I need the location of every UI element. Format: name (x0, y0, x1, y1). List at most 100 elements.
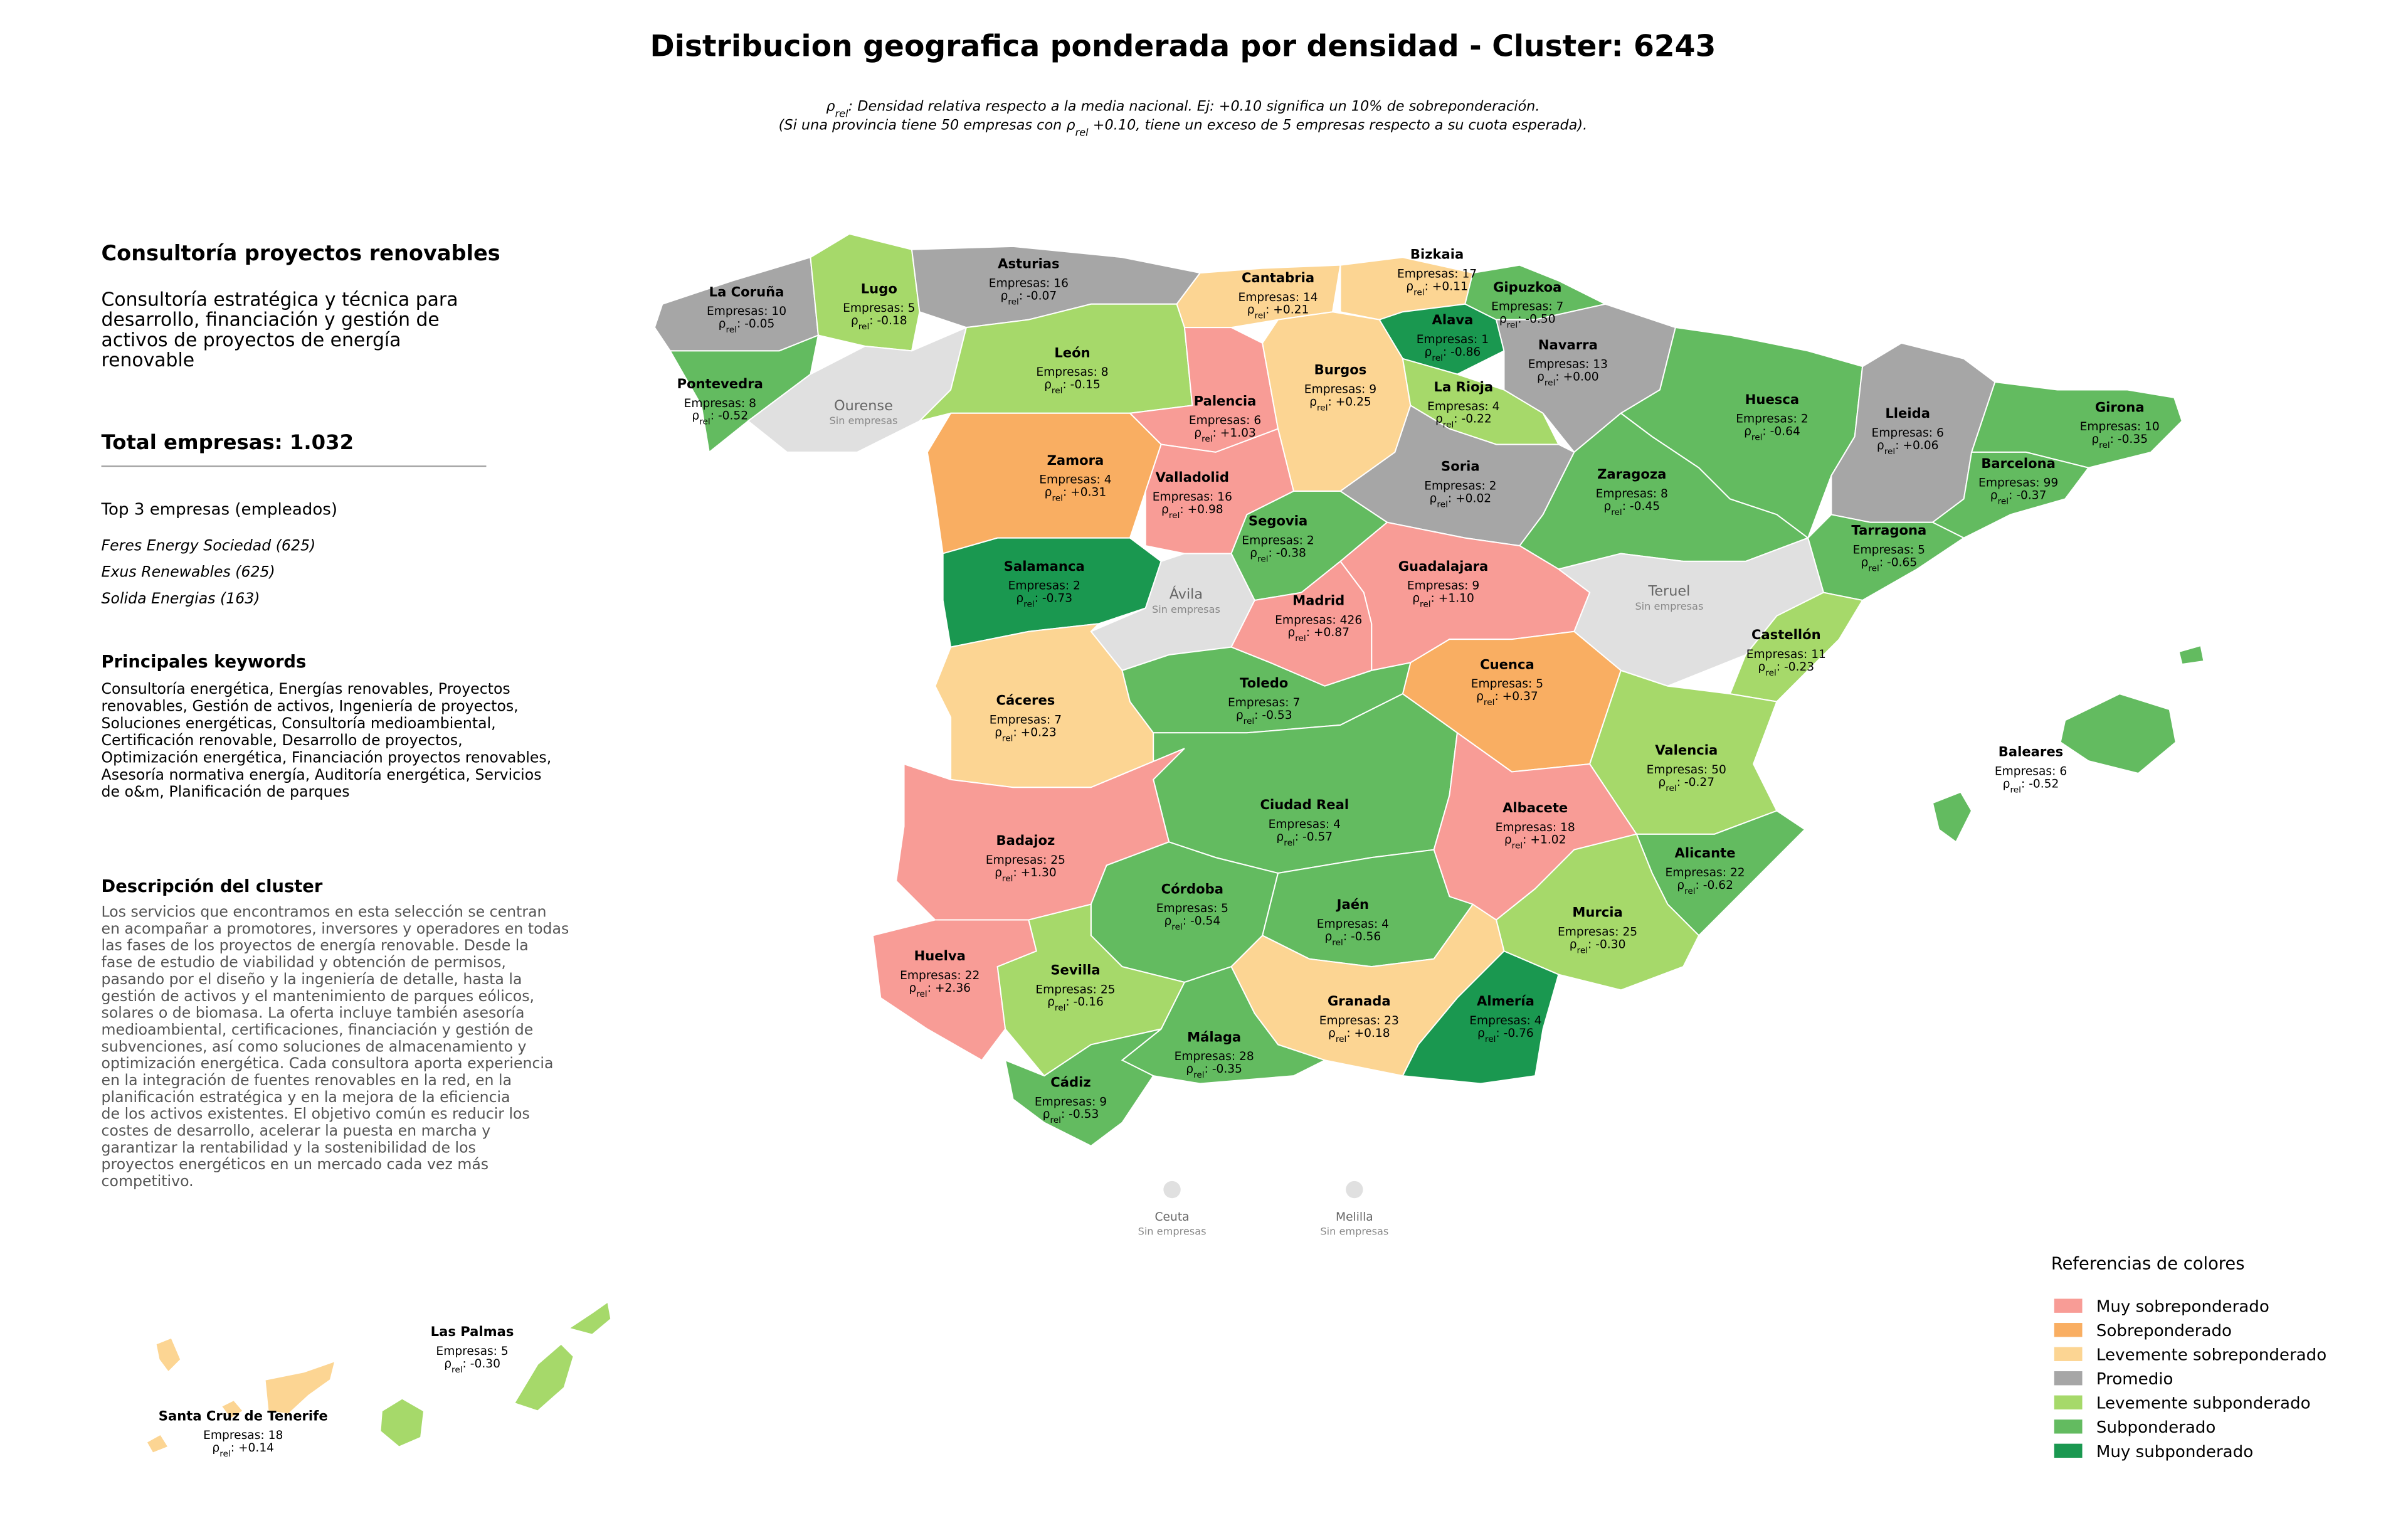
rho-separator: : (1622, 500, 1630, 513)
companies-label: Empresas: (2080, 420, 2145, 433)
province-shape (220, 1399, 245, 1420)
companies-value: 426 (1340, 613, 1363, 627)
province-rho: ρrel: +1.10 (1412, 592, 1474, 610)
rho-symbol: ρ (2003, 777, 2010, 790)
rho-separator: : (2110, 433, 2118, 446)
province-name: Córdoba (1161, 881, 1223, 896)
province-rho: ρrel: +0.14 (212, 1441, 274, 1459)
province-name: Murcia (1572, 905, 1622, 920)
rho-value: +1.02 (1530, 834, 1566, 847)
province-rho: ρrel: -0.38 (1250, 546, 1306, 564)
province-rho: ρrel: -0.45 (1603, 500, 1660, 517)
rho-symbol: ρ (1504, 834, 1512, 847)
rho-value: -0.54 (1190, 915, 1220, 928)
rho-value: -0.52 (718, 410, 748, 423)
companies-label: Empresas: (1647, 763, 1711, 777)
companies-label: Empresas: (1008, 580, 1073, 593)
companies-label: Empresas: (1407, 580, 1472, 593)
rho-symbol: ρ (1287, 626, 1295, 639)
companies-value: 13 (1593, 358, 1608, 371)
province-name: Albacete (1502, 800, 1568, 815)
province-name: Granada (1328, 993, 1391, 1009)
province-companies: Empresas: 2 (1242, 534, 1314, 548)
note-subscript: rel (835, 107, 849, 119)
rho-subscript: rel (1317, 403, 1328, 413)
companies-value: 1 (1481, 333, 1489, 346)
rho-value: +0.00 (1563, 371, 1599, 384)
province-shape (1346, 1180, 1363, 1199)
province-shape (653, 256, 819, 352)
rho-subscript: rel (726, 325, 737, 335)
companies-value: 2 (1801, 413, 1809, 426)
top-company: Feres Energy Sociedad (625) (102, 536, 316, 554)
province-name: Guadalajara (1398, 558, 1489, 574)
rho-separator: : (1180, 503, 1187, 516)
province-companies: Empresas: 25 (986, 854, 1065, 867)
companies-label: Empresas: (1417, 333, 1481, 346)
rho-symbol: ρ (212, 1441, 219, 1455)
companies-value: 4 (1492, 400, 1500, 413)
province-name: Cádiz (1050, 1074, 1090, 1090)
province-rho: ρrel: -0.05 (719, 317, 775, 335)
companies-label: Empresas: (1424, 480, 1489, 493)
rho-subscript: rel (1512, 841, 1523, 851)
rho-subscript: rel (1868, 563, 1879, 573)
rho-subscript: rel (1443, 420, 1454, 430)
province-rho: ρrel: -0.22 (1435, 413, 1492, 430)
rho-subscript: rel (1420, 600, 1431, 610)
province-shape (1931, 451, 2090, 539)
province-name: León (1054, 344, 1090, 360)
province-rho: ρrel: -0.30 (1570, 938, 1626, 955)
companies-label: Empresas: (1275, 613, 1339, 627)
companies-value: 25 (1101, 983, 1116, 996)
legend-label: Muy sobreponderado (2096, 1298, 2269, 1317)
companies-label: Empresas: (1528, 358, 1593, 371)
province-shape (2178, 644, 2205, 666)
rho-separator: : (1035, 592, 1042, 605)
companies-label: Empresas: (1596, 487, 1661, 501)
rho-symbol: ρ (1045, 486, 1052, 499)
province-rho: ρrel: +0.37 (1476, 690, 1538, 708)
rho-value: -0.62 (1703, 879, 1733, 892)
rho-separator: : (2021, 777, 2029, 790)
province-companies: Empresas: 5 (1471, 677, 1543, 691)
province-rho: ρrel: +0.87 (1287, 626, 1349, 644)
note-text: +0.10, tiene un exceso de 5 empresas res… (1089, 117, 1588, 133)
rho-separator: : (1295, 830, 1302, 844)
companies-value: 6 (2059, 765, 2067, 778)
province-name: Ourense (834, 398, 893, 414)
rho-symbol: ρ (444, 1357, 452, 1371)
province-name: Palencia (1194, 393, 1257, 408)
rho-subscript: rel (1545, 378, 1556, 388)
province-name: Pontevedra (677, 376, 763, 391)
rho-separator: : (1494, 690, 1502, 703)
province-companies: Empresas: 10 (2080, 420, 2160, 433)
province-companies: Empresas: 2 (1736, 413, 1808, 426)
rho-value: -0.07 (1027, 289, 1057, 302)
rho-value: +0.37 (1502, 690, 1538, 703)
province-companies: Empresas: 16 (989, 277, 1069, 290)
companies-label: Empresas: (1872, 427, 1936, 440)
companies-value: 50 (1711, 763, 1726, 777)
rho-symbol: ρ (1276, 830, 1284, 844)
province-rho: ρrel: +0.00 (1537, 371, 1599, 388)
cluster-summary: desarrollo, financiación y gestión de (102, 309, 440, 331)
top-company: Solida Energias (163) (102, 590, 260, 607)
rho-separator: : (1523, 834, 1530, 847)
companies-label: Empresas: (1491, 300, 1556, 314)
companies-label: Empresas: (986, 854, 1050, 867)
rho-symbol: ρ (1406, 280, 1413, 293)
province-companies: Empresas: 2 (1424, 480, 1496, 493)
province-name: Santa Cruz de Tenerife (159, 1408, 328, 1423)
province-rho: ρrel: +0.11 (1406, 280, 1468, 297)
companies-label: Empresas: (1035, 983, 1100, 996)
rho-subscript: rel (1023, 600, 1035, 610)
province-name: Burgos (1314, 362, 1367, 378)
rho-separator: : (1065, 995, 1073, 1009)
rho-separator: : (1343, 930, 1351, 943)
description-line: solares o de biomasa. La oferta incluye … (102, 1004, 525, 1022)
rho-symbol: ρ (1043, 1108, 1050, 1121)
companies-value: 4 (1104, 474, 1112, 487)
companies-label: Empresas: (1036, 366, 1101, 379)
